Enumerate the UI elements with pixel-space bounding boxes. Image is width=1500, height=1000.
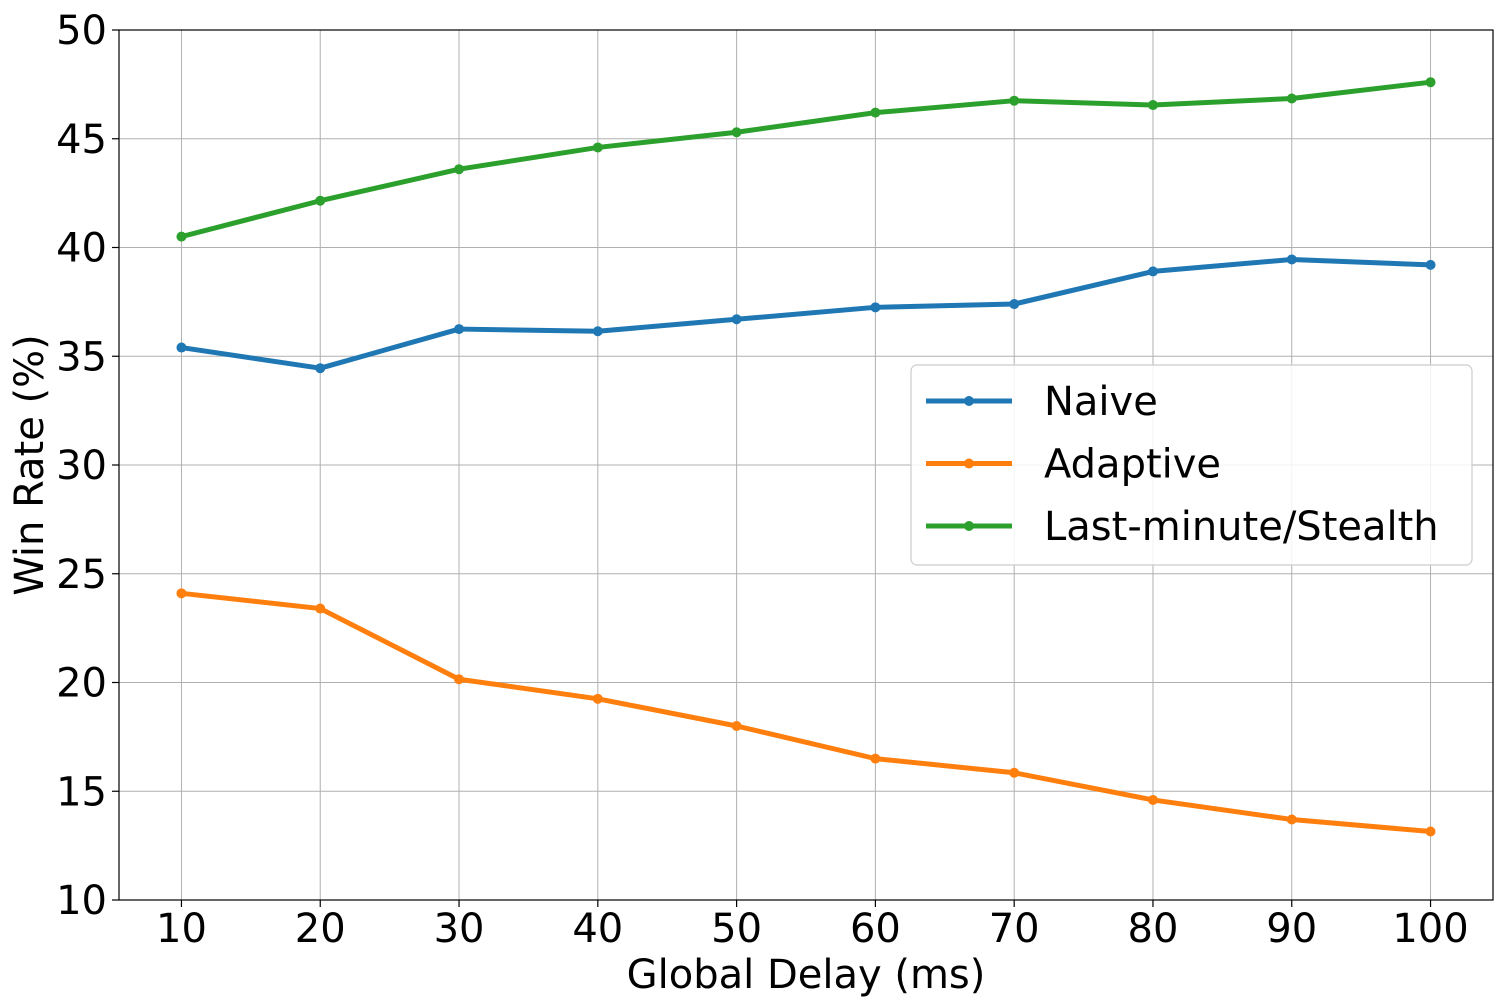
y-tick-label: 40: [56, 226, 107, 272]
x-tick-label: 80: [1128, 906, 1179, 952]
data-point-last-minute-stealth: [315, 195, 326, 206]
x-axis-label: Global Delay (ms): [627, 952, 986, 998]
y-axis-label: Win Rate (%): [7, 334, 53, 596]
y-tick-label: 10: [56, 878, 107, 924]
y-tick-label: 30: [56, 443, 107, 489]
legend: Naive Adaptive Last-minute/Stealth: [910, 364, 1473, 566]
y-tick-label: 20: [56, 661, 107, 707]
x-tick-label: 100: [1392, 906, 1468, 952]
legend-box: [910, 364, 1473, 566]
series-lines: [176, 77, 1436, 837]
data-point-naive: [1425, 259, 1436, 270]
data-point-last-minute-stealth: [592, 142, 603, 153]
data-point-naive: [731, 314, 742, 325]
y-axis-ticks: 10 15 20 25 30 35 40 45 50: [56, 8, 119, 924]
data-point-naive: [454, 324, 465, 335]
x-tick-label: 30: [434, 906, 485, 952]
data-point-adaptive: [315, 603, 326, 614]
data-point-adaptive: [870, 753, 881, 764]
x-tick-label: 70: [989, 906, 1040, 952]
x-tick-label: 90: [1266, 906, 1317, 952]
data-point-naive: [176, 342, 187, 353]
data-point-naive: [592, 326, 603, 337]
legend-label-adaptive: Adaptive: [1044, 442, 1221, 488]
y-tick-label: 50: [56, 8, 107, 54]
data-point-adaptive: [176, 588, 187, 599]
legend-marker-adaptive: [964, 458, 974, 469]
x-tick-label: 10: [156, 906, 207, 952]
data-point-adaptive: [1286, 814, 1297, 825]
y-tick-label: 35: [56, 334, 107, 380]
legend-marker-naive: [964, 396, 974, 406]
data-point-naive: [315, 363, 326, 374]
data-point-adaptive: [454, 674, 465, 685]
data-point-last-minute-stealth: [731, 127, 742, 138]
data-point-last-minute-stealth: [1147, 100, 1158, 111]
y-tick-label: 15: [56, 769, 107, 815]
data-point-naive: [1009, 299, 1020, 310]
series-line-last-minute-stealth: [178, 79, 1434, 240]
data-point-naive: [870, 302, 881, 313]
x-tick-label: 40: [572, 906, 623, 952]
data-point-last-minute-stealth: [1286, 93, 1297, 104]
data-point-last-minute-stealth: [176, 231, 187, 242]
series-line-naive: [178, 256, 1434, 371]
data-point-naive: [1147, 266, 1158, 277]
data-point-adaptive: [1009, 767, 1020, 778]
data-point-adaptive: [592, 693, 603, 704]
data-point-last-minute-stealth: [454, 164, 465, 175]
x-tick-label: 20: [295, 906, 346, 952]
y-tick-label: 45: [56, 117, 107, 163]
data-point-last-minute-stealth: [870, 107, 881, 118]
data-point-adaptive: [731, 721, 742, 731]
x-tick-label: 50: [711, 906, 762, 952]
legend-marker-last-minute-stealth: [964, 521, 974, 531]
legend-label-last-minute-stealth: Last-minute/Stealth: [1044, 504, 1439, 550]
legend-label-naive: Naive: [1044, 379, 1158, 425]
data-point-naive: [1286, 254, 1297, 265]
data-point-adaptive: [1425, 826, 1436, 837]
x-tick-label: 60: [850, 906, 901, 952]
data-point-last-minute-stealth: [1009, 95, 1020, 106]
y-tick-label: 25: [56, 552, 107, 598]
series-line-adaptive: [178, 590, 1434, 834]
x-axis-ticks: 10 20 30 40 50 60 70 80 90 100: [156, 900, 1469, 952]
data-point-last-minute-stealth: [1425, 77, 1436, 88]
data-point-adaptive: [1147, 794, 1158, 805]
